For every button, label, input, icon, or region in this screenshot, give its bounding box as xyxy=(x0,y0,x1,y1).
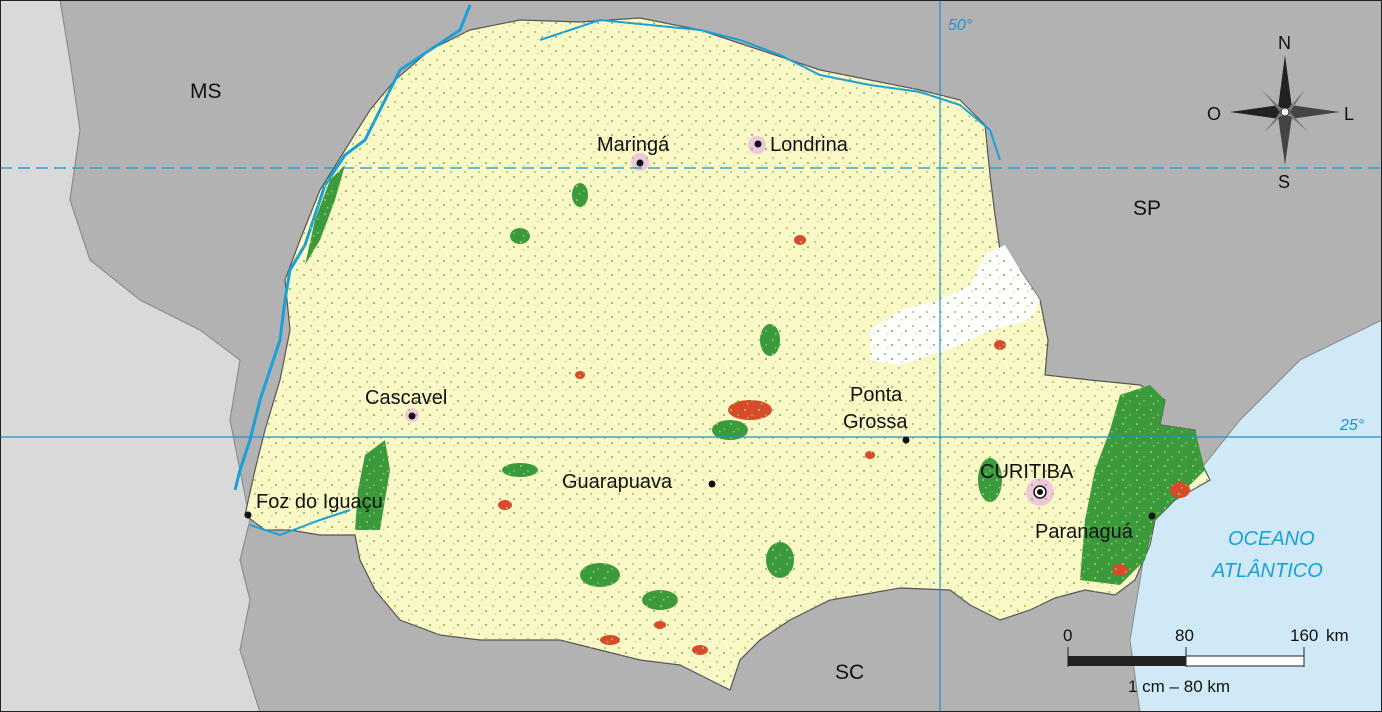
city-label-maringa: Maringá xyxy=(597,134,670,156)
compass-north-point xyxy=(1278,55,1292,108)
city-label-londrina: Londrina xyxy=(770,134,849,156)
compass-label-north: N xyxy=(1278,33,1291,53)
compass-diag-points xyxy=(1262,90,1308,132)
compass-label-west: O xyxy=(1207,104,1221,124)
city-label-ponta-grossa-1: Ponta xyxy=(850,384,903,406)
compass-south-point xyxy=(1278,116,1292,165)
compass-rose xyxy=(1230,55,1340,165)
city-markers xyxy=(244,140,1156,520)
ocean-label-line1: OCEANO xyxy=(1228,528,1315,550)
compass-west-point xyxy=(1230,105,1280,119)
city-label-foz-do-iguacu: Foz do Iguaçu xyxy=(256,491,383,513)
city-label-ponta-grossa-2: Grossa xyxy=(843,411,908,433)
scale-tick-80: 80 xyxy=(1175,626,1194,645)
meridian-label: 50° xyxy=(948,17,973,34)
scale-ratio: 1 cm – 80 km xyxy=(1128,677,1230,696)
capital-marker xyxy=(1033,485,1047,499)
compass-label-east: L xyxy=(1344,104,1354,124)
state-label-sc: SC xyxy=(835,661,864,684)
scale-tick-160: 160 xyxy=(1290,626,1318,645)
ocean-label-line2: ATLÂNTICO xyxy=(1211,559,1323,582)
scale-unit: km xyxy=(1326,626,1349,645)
city-label-paranagua: Paranaguá xyxy=(1035,521,1134,543)
city-label-guarapuava: Guarapuava xyxy=(562,471,673,493)
compass-label-south: S xyxy=(1278,172,1290,192)
scale-tick-0: 0 xyxy=(1063,626,1072,645)
parallel-label: 25° xyxy=(1339,417,1365,434)
city-label-cascavel: Cascavel xyxy=(365,387,447,409)
city-label-curitiba: CURITIBA xyxy=(980,461,1074,483)
state-label-sp: SP xyxy=(1133,197,1161,220)
scale-bar xyxy=(1067,647,1305,667)
state-label-ms: MS xyxy=(190,80,222,103)
compass-east-point xyxy=(1290,105,1340,119)
